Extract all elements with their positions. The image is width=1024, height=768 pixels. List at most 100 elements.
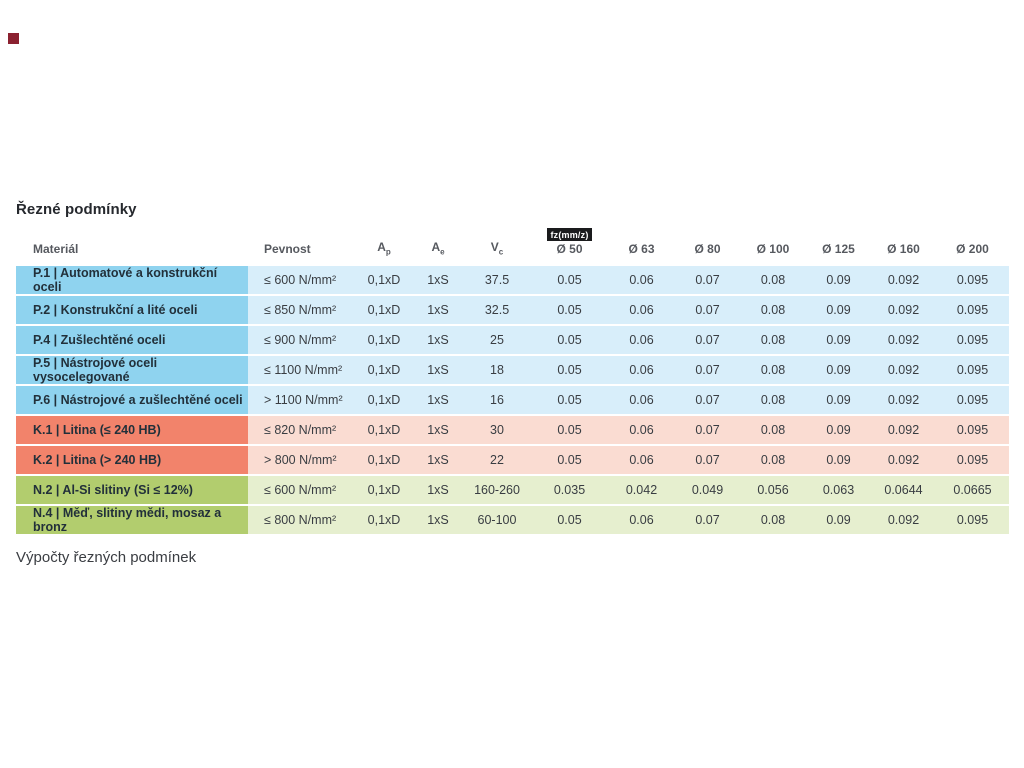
- section-heading-calculations: Výpočty řezných podmínek: [16, 549, 197, 566]
- vc-cell: 18: [463, 356, 531, 386]
- column-header-d200: Ø 200: [936, 226, 1009, 266]
- material-cell: K.2 | Litina (> 240 HB): [16, 446, 248, 476]
- page-title: Řezné podmínky: [16, 201, 137, 218]
- fz-d100-cell: 0.08: [740, 296, 806, 326]
- column-header-d100: Ø 100: [740, 226, 806, 266]
- material-cell: P.6 | Nástrojové a zušlechtěné oceli: [16, 386, 248, 416]
- vc-cell: 30: [463, 416, 531, 446]
- fz-d160-cell: 0.092: [871, 446, 936, 476]
- fz-d80-cell: 0.07: [675, 416, 740, 446]
- material-cell: P.4 | Zušlechtěné oceli: [16, 326, 248, 356]
- table-row: N.4 | Měď, slitiny mědi, mosaz a bronz ≤…: [16, 506, 1009, 536]
- strength-cell: ≤ 820 N/mm²: [248, 416, 355, 446]
- strength-cell: > 800 N/mm²: [248, 446, 355, 476]
- material-cell: N.2 | Al-Si slitiny (Si ≤ 12%): [16, 476, 248, 506]
- fz-d125-cell: 0.09: [806, 446, 871, 476]
- material-cell: K.1 | Litina (≤ 240 HB): [16, 416, 248, 446]
- fz-d160-cell: 0.092: [871, 356, 936, 386]
- fz-d125-cell: 0.09: [806, 266, 871, 296]
- fz-d200-cell: 0.095: [936, 446, 1009, 476]
- fz-d63-cell: 0.06: [608, 386, 675, 416]
- column-header-d160: Ø 160: [871, 226, 936, 266]
- table-header-row: Materiál Pevnost Ap Ae Vc fz(mm/z) Ø 50 …: [16, 226, 1009, 266]
- fz-d50-cell: 0.05: [531, 266, 608, 296]
- fz-d160-cell: 0.092: [871, 386, 936, 416]
- column-header-d63: Ø 63: [608, 226, 675, 266]
- fz-d200-cell: 0.095: [936, 386, 1009, 416]
- vc-cell: 32.5: [463, 296, 531, 326]
- fz-d100-cell: 0.08: [740, 326, 806, 356]
- cutting-conditions-table: Materiál Pevnost Ap Ae Vc fz(mm/z) Ø 50 …: [16, 226, 1009, 536]
- fz-d63-cell: 0.06: [608, 416, 675, 446]
- fz-d125-cell: 0.09: [806, 416, 871, 446]
- table-row: P.5 | Nástrojové oceli vysocelegované ≤ …: [16, 356, 1009, 386]
- column-header-vc: Vc: [463, 226, 531, 266]
- column-header-ae: Ae: [413, 226, 463, 266]
- fz-d125-cell: 0.09: [806, 326, 871, 356]
- ap-cell: 0,1xD: [355, 326, 413, 356]
- strength-cell: > 1100 N/mm²: [248, 386, 355, 416]
- vc-cell: 60-100: [463, 506, 531, 536]
- fz-d80-cell: 0.07: [675, 506, 740, 536]
- strength-cell: ≤ 800 N/mm²: [248, 506, 355, 536]
- ae-cell: 1xS: [413, 296, 463, 326]
- fz-d125-cell: 0.09: [806, 356, 871, 386]
- ap-cell: 0,1xD: [355, 266, 413, 296]
- fz-d63-cell: 0.06: [608, 326, 675, 356]
- ae-cell: 1xS: [413, 476, 463, 506]
- strength-cell: ≤ 900 N/mm²: [248, 326, 355, 356]
- ap-cell: 0,1xD: [355, 506, 413, 536]
- fz-d50-cell: 0.05: [531, 506, 608, 536]
- fz-d200-cell: 0.0665: [936, 476, 1009, 506]
- column-header-pevnost: Pevnost: [248, 226, 355, 266]
- fz-d50-cell: 0.035: [531, 476, 608, 506]
- table-row: P.4 | Zušlechtěné oceli ≤ 900 N/mm² 0,1x…: [16, 326, 1009, 356]
- red-marker: [8, 33, 19, 44]
- ap-cell: 0,1xD: [355, 416, 413, 446]
- vc-cell: 160-260: [463, 476, 531, 506]
- ae-cell: 1xS: [413, 266, 463, 296]
- material-cell: P.5 | Nástrojové oceli vysocelegované: [16, 356, 248, 386]
- column-header-d125: Ø 125: [806, 226, 871, 266]
- material-cell: P.1 | Automatové a konstrukční oceli: [16, 266, 248, 296]
- fz-d63-cell: 0.06: [608, 446, 675, 476]
- table-row: N.2 | Al-Si slitiny (Si ≤ 12%) ≤ 600 N/m…: [16, 476, 1009, 506]
- fz-d200-cell: 0.095: [936, 326, 1009, 356]
- ae-cell: 1xS: [413, 506, 463, 536]
- fz-d160-cell: 0.092: [871, 266, 936, 296]
- ap-cell: 0,1xD: [355, 296, 413, 326]
- fz-d100-cell: 0.056: [740, 476, 806, 506]
- vc-cell: 22: [463, 446, 531, 476]
- fz-d100-cell: 0.08: [740, 266, 806, 296]
- fz-d200-cell: 0.095: [936, 266, 1009, 296]
- table-body: P.1 | Automatové a konstrukční oceli ≤ 6…: [16, 266, 1009, 536]
- ae-cell: 1xS: [413, 386, 463, 416]
- fz-d200-cell: 0.095: [936, 296, 1009, 326]
- fz-d160-cell: 0.092: [871, 416, 936, 446]
- strength-cell: ≤ 600 N/mm²: [248, 266, 355, 296]
- strength-cell: ≤ 1100 N/mm²: [248, 356, 355, 386]
- fz-d80-cell: 0.07: [675, 356, 740, 386]
- fz-unit-badge: fz(mm/z): [547, 227, 592, 242]
- fz-d80-cell: 0.049: [675, 476, 740, 506]
- cutting-conditions-grid: Materiál Pevnost Ap Ae Vc fz(mm/z) Ø 50 …: [16, 226, 1009, 536]
- ae-cell: 1xS: [413, 446, 463, 476]
- table-row: P.6 | Nástrojové a zušlechtěné oceli > 1…: [16, 386, 1009, 416]
- fz-d80-cell: 0.07: [675, 326, 740, 356]
- ap-cell: 0,1xD: [355, 476, 413, 506]
- ap-cell: 0,1xD: [355, 356, 413, 386]
- ap-cell: 0,1xD: [355, 446, 413, 476]
- fz-d50-cell: 0.05: [531, 356, 608, 386]
- column-header-d50: fz(mm/z) Ø 50: [531, 226, 608, 266]
- fz-d50-cell: 0.05: [531, 416, 608, 446]
- fz-d100-cell: 0.08: [740, 356, 806, 386]
- fz-d160-cell: 0.092: [871, 326, 936, 356]
- table-row: P.1 | Automatové a konstrukční oceli ≤ 6…: [16, 266, 1009, 296]
- fz-d80-cell: 0.07: [675, 296, 740, 326]
- fz-d50-cell: 0.05: [531, 296, 608, 326]
- fz-d50-cell: 0.05: [531, 446, 608, 476]
- strength-cell: ≤ 850 N/mm²: [248, 296, 355, 326]
- ae-cell: 1xS: [413, 416, 463, 446]
- fz-d100-cell: 0.08: [740, 386, 806, 416]
- table-row: K.2 | Litina (> 240 HB) > 800 N/mm² 0,1x…: [16, 446, 1009, 476]
